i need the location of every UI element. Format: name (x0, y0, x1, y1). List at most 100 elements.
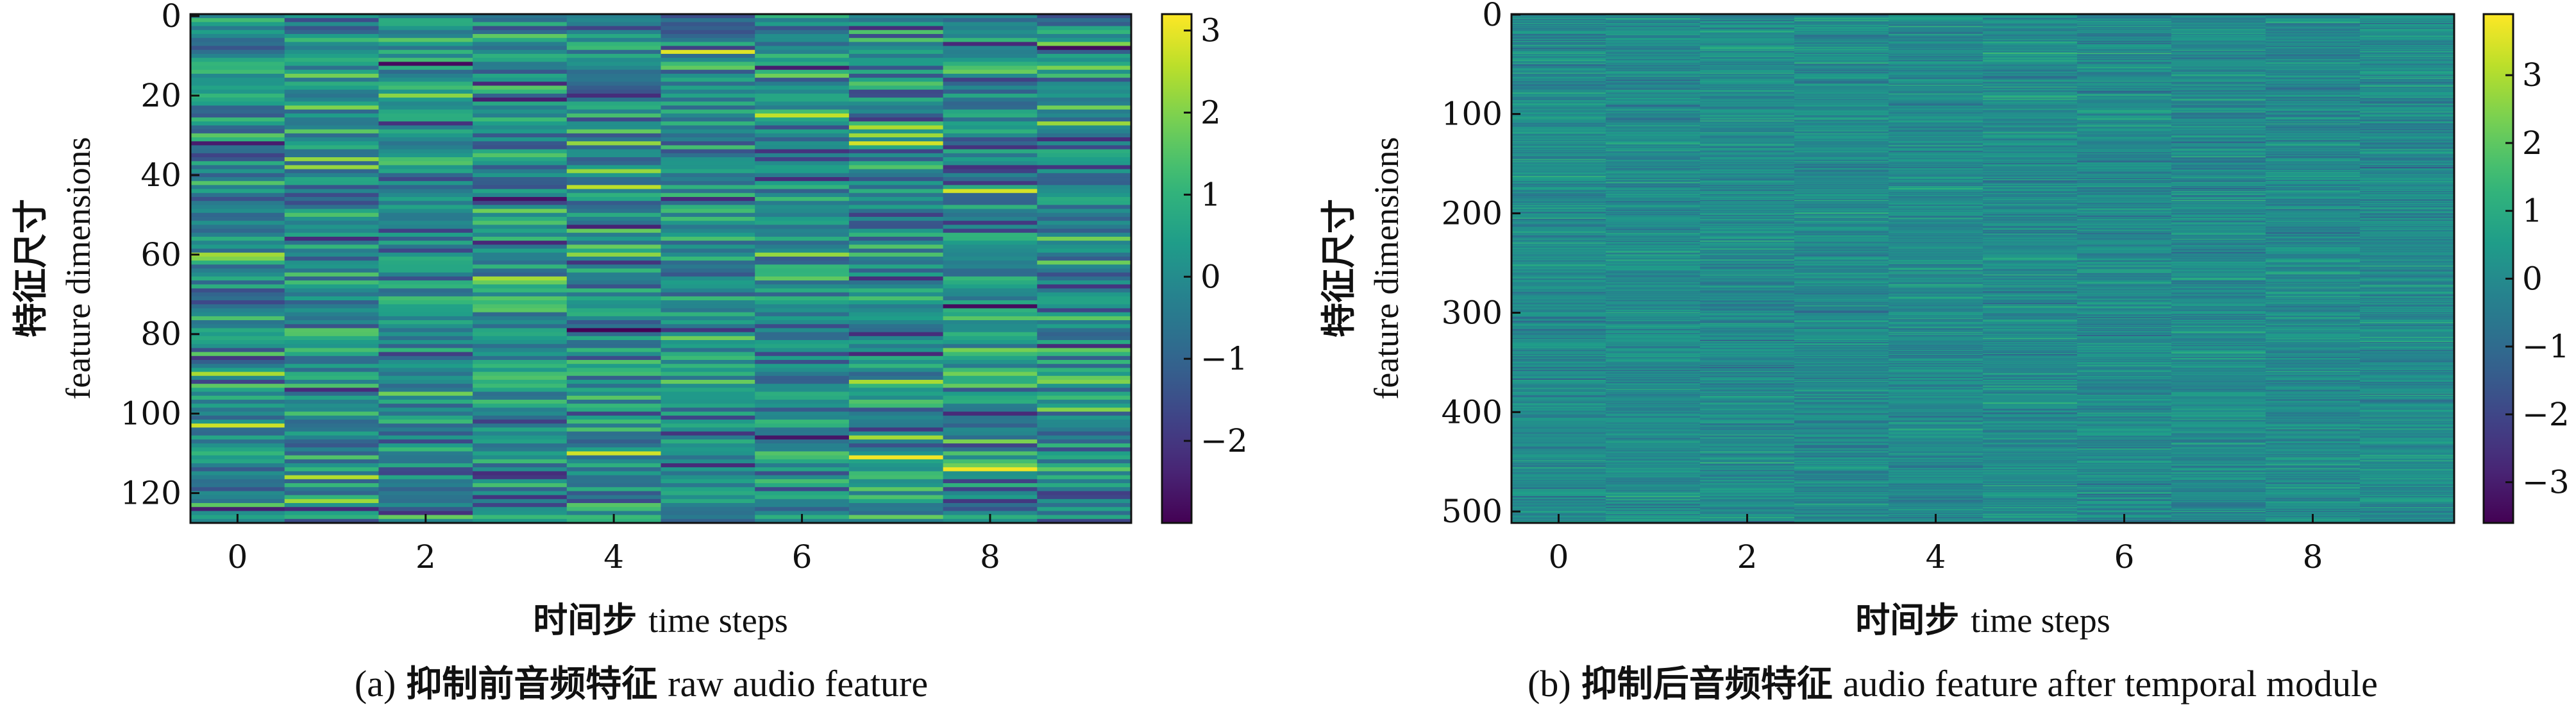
heatmap-cell (1983, 267, 2078, 269)
heatmap-cell (1889, 219, 1983, 221)
heatmap-cell (661, 216, 755, 221)
heatmap-cell (1794, 431, 1889, 433)
heatmap-cell (1794, 185, 1889, 187)
heatmap-cell (1983, 473, 2078, 475)
heatmap-cell (1606, 69, 1701, 71)
heatmap-cell (2077, 235, 2172, 237)
heatmap-cell (1700, 297, 1795, 299)
heatmap-cell (1889, 69, 1983, 71)
heatmap-cell (190, 261, 285, 265)
heatmap-cell (1794, 196, 1889, 199)
heatmap-cell (1606, 457, 1701, 459)
heatmap-cell (284, 375, 379, 380)
heatmap-cell (1983, 303, 2078, 305)
heatmap-cell (473, 292, 568, 297)
heatmap-cell (1983, 281, 2078, 283)
heatmap-cell (943, 101, 1038, 107)
heatmap-cell (473, 355, 568, 361)
heatmap-cell (2077, 340, 2172, 342)
heatmap-cell (1606, 65, 1701, 67)
heatmap-cell (1511, 400, 1606, 402)
heatmap-cell (2077, 402, 2172, 404)
heatmap-cell (848, 117, 944, 122)
heatmap-cell (284, 320, 379, 325)
heatmap-cell (755, 129, 850, 134)
heatmap-cell (1037, 30, 1132, 35)
heatmap-cell (1889, 359, 1983, 361)
heatmap-cell (1511, 294, 1606, 296)
heatmap-cell (1700, 397, 1795, 398)
heatmap-cell (473, 375, 568, 380)
heatmap-cell (2077, 53, 2172, 56)
heatmap-cell (1794, 82, 1889, 85)
heatmap-cell (1794, 223, 1889, 225)
heatmap-cell (1700, 393, 1795, 395)
heatmap-cell (1794, 132, 1889, 134)
heatmap-cell (1511, 373, 1606, 375)
heatmap-cell (1511, 33, 1606, 35)
heatmap-cell (2077, 278, 2172, 280)
heatmap-cell (1794, 122, 1889, 124)
heatmap-cell (661, 125, 755, 130)
heatmap-cell (1037, 483, 1132, 488)
heatmap-cell (1606, 302, 1701, 304)
heatmap-cell (190, 189, 285, 194)
heatmap-cell (1983, 53, 2078, 56)
heatmap-cell (1511, 461, 1606, 463)
heatmap-cell (1700, 129, 1795, 131)
heatmap-cell (1889, 443, 1983, 445)
heatmap-cell (1983, 289, 2078, 291)
heatmap-cell (2077, 101, 2172, 103)
heatmap-cell (1700, 427, 1795, 429)
heatmap-cell (1889, 185, 1983, 188)
heatmap-cell (2077, 448, 2172, 450)
heatmap-cell (1700, 446, 1795, 448)
heatmap-cell (1700, 218, 1795, 219)
heatmap-cell (1889, 447, 1983, 449)
heatmap-cell (1794, 433, 1889, 435)
heatmap-cell (1037, 181, 1132, 185)
heatmap-cell (1794, 64, 1889, 67)
heatmap-cell (1700, 484, 1795, 486)
heatmap-cell (1889, 196, 1983, 198)
heatmap-cell (473, 395, 568, 400)
heatmap-cell (1700, 443, 1795, 445)
heatmap-cell (284, 483, 379, 488)
heatmap-cell (1606, 452, 1701, 454)
heatmap-cell (1606, 379, 1701, 382)
heatmap-cell (1511, 448, 1606, 450)
heatmap-cell (1889, 283, 1983, 285)
heatmap-cell (190, 308, 285, 313)
heatmap-cell (2077, 239, 2172, 241)
heatmap-cell (1511, 109, 1606, 111)
heatmap-cell (2077, 169, 2172, 171)
heatmap-cell (1606, 409, 1701, 411)
heatmap-cell (1983, 236, 2078, 239)
heatmap-cell (1511, 44, 1606, 46)
heatmap-cell (2077, 194, 2172, 196)
heatmap-cell (1700, 230, 1795, 232)
heatmap-cell (943, 415, 1038, 420)
heatmap-cell (1511, 184, 1606, 185)
heatmap-cell (1794, 137, 1889, 139)
heatmap-cell (2077, 328, 2172, 330)
heatmap-cell (1794, 454, 1889, 456)
heatmap-cell (378, 384, 473, 388)
heatmap-cell (2077, 181, 2172, 183)
heatmap-cell (1794, 452, 1889, 454)
heatmap-cell (1794, 442, 1889, 444)
heatmap-cell (1037, 93, 1132, 98)
heatmap-cell (566, 336, 662, 341)
heatmap-cell (1983, 89, 2078, 90)
heatmap-cell (943, 511, 1038, 516)
heatmap-cell (1983, 444, 2078, 446)
heatmap-cell (2077, 114, 2172, 116)
heatmap-cell (378, 252, 473, 257)
heatmap-cell (1511, 203, 1606, 205)
heatmap-cell (1700, 112, 1795, 114)
heatmap-cell (1794, 466, 1889, 468)
heatmap-cell (1700, 479, 1795, 481)
heatmap-cell (848, 435, 944, 440)
heatmap-cell (1983, 22, 2078, 25)
heatmap-cell (755, 435, 850, 440)
